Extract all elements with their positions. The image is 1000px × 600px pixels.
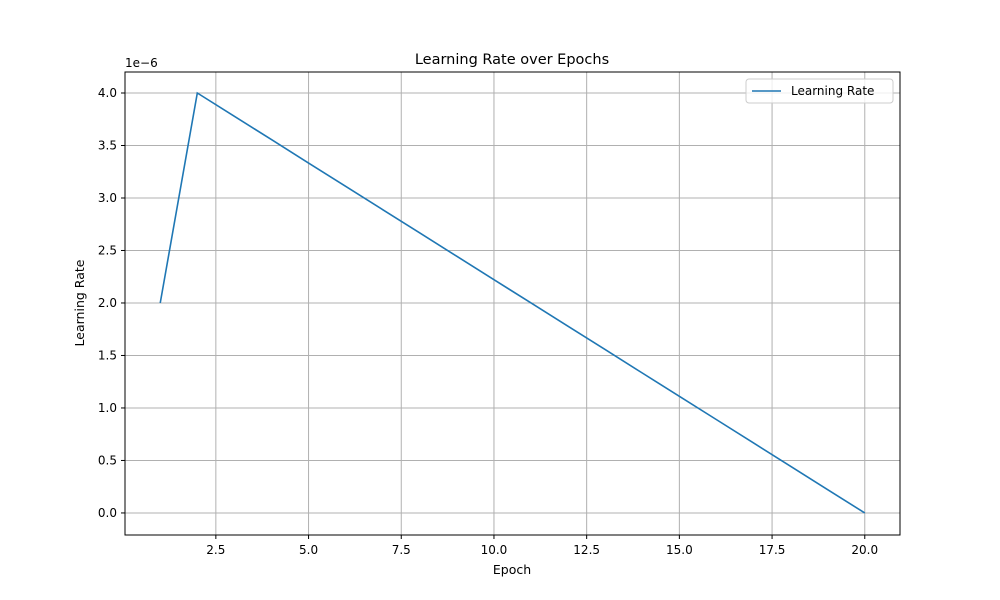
x-tick-label: 15.0 — [666, 543, 693, 557]
legend-box — [745, 78, 894, 104]
learning-rate-line — [159, 91, 866, 514]
y-tick-label: 3.0 — [98, 191, 117, 205]
chart-title: Learning Rate over Epochs — [415, 52, 609, 68]
x-tick-label: 5.0 — [299, 543, 318, 557]
x-tick-label: 2.5 — [206, 543, 225, 557]
plot-frame — [124, 71, 901, 536]
x-tick-label: 10.0 — [481, 543, 508, 557]
y-tick-label: 1.5 — [98, 348, 117, 362]
x-tick-label: 12.5 — [573, 543, 600, 557]
y-axis-label: Learning Rate — [72, 259, 87, 346]
y-tick-label: 4.0 — [98, 86, 117, 100]
x-tick-label: 7.5 — [392, 543, 411, 557]
y-tick-label: 3.5 — [98, 138, 117, 152]
x-tick-label: 17.5 — [759, 543, 786, 557]
y-offset-label: 1e−6 — [125, 56, 158, 70]
y-tick-label: 2.0 — [98, 296, 117, 310]
x-axis-label: Epoch — [493, 562, 531, 577]
y-tick-label: 1.0 — [98, 401, 117, 415]
y-axis-ticks: 0.0 0.5 1.0 1.5 2.0 2.5 3.0 3.5 4.0 — [98, 86, 125, 520]
y-tick-label: 2.5 — [98, 243, 117, 257]
x-tick-label: 20.0 — [851, 543, 878, 557]
legend-label: Learning Rate — [791, 84, 874, 98]
y-tick-label: 0.0 — [98, 506, 117, 520]
legend: Learning Rate — [745, 78, 894, 104]
x-axis-ticks: 2.5 5.0 7.5 10.0 12.5 15.0 17.5 20.0 — [206, 535, 878, 557]
y-tick-label: 0.5 — [98, 453, 117, 467]
grid-lines — [125, 72, 900, 535]
